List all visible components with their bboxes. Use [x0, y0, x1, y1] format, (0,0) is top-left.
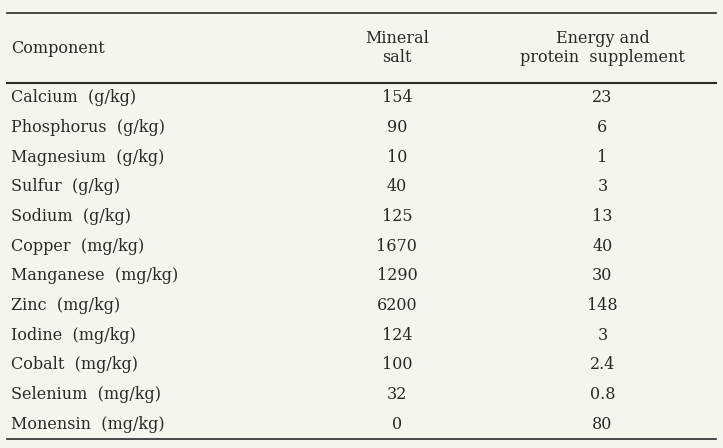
Text: 40: 40 [387, 178, 407, 195]
Text: 0.8: 0.8 [590, 386, 615, 403]
Text: 90: 90 [387, 119, 407, 136]
Text: 80: 80 [592, 416, 612, 433]
Text: 40: 40 [592, 237, 612, 254]
Text: Mineral
salt: Mineral salt [365, 30, 429, 66]
Text: Energy and
protein  supplement: Energy and protein supplement [520, 30, 685, 66]
Text: 148: 148 [587, 297, 617, 314]
Text: 1290: 1290 [377, 267, 417, 284]
Text: Phosphorus  (g/kg): Phosphorus (g/kg) [11, 119, 165, 136]
Text: 6200: 6200 [377, 297, 417, 314]
Text: Zinc  (mg/kg): Zinc (mg/kg) [11, 297, 120, 314]
Text: 10: 10 [387, 149, 407, 166]
Text: Selenium  (mg/kg): Selenium (mg/kg) [11, 386, 161, 403]
Text: 23: 23 [592, 89, 612, 106]
Text: 3: 3 [597, 178, 607, 195]
Text: 6: 6 [597, 119, 607, 136]
Text: 154: 154 [382, 89, 412, 106]
Text: 1670: 1670 [377, 237, 417, 254]
Text: 2.4: 2.4 [590, 356, 615, 373]
Text: Sulfur  (g/kg): Sulfur (g/kg) [11, 178, 120, 195]
Text: Copper  (mg/kg): Copper (mg/kg) [11, 237, 144, 254]
Text: Sodium  (g/kg): Sodium (g/kg) [11, 208, 131, 225]
Text: 3: 3 [597, 327, 607, 344]
Text: Monensin  (mg/kg): Monensin (mg/kg) [11, 416, 164, 433]
Text: Component: Component [11, 40, 105, 56]
Text: Calcium  (g/kg): Calcium (g/kg) [11, 89, 136, 106]
Text: 125: 125 [382, 208, 412, 225]
Text: 13: 13 [592, 208, 612, 225]
Text: Iodine  (mg/kg): Iodine (mg/kg) [11, 327, 136, 344]
Text: Cobalt  (mg/kg): Cobalt (mg/kg) [11, 356, 138, 373]
Text: Manganese  (mg/kg): Manganese (mg/kg) [11, 267, 178, 284]
Text: 0: 0 [392, 416, 402, 433]
Text: 1: 1 [597, 149, 607, 166]
Text: 32: 32 [387, 386, 407, 403]
Text: 124: 124 [382, 327, 412, 344]
Text: Magnesium  (g/kg): Magnesium (g/kg) [11, 149, 164, 166]
Text: 100: 100 [382, 356, 412, 373]
Text: 30: 30 [592, 267, 612, 284]
